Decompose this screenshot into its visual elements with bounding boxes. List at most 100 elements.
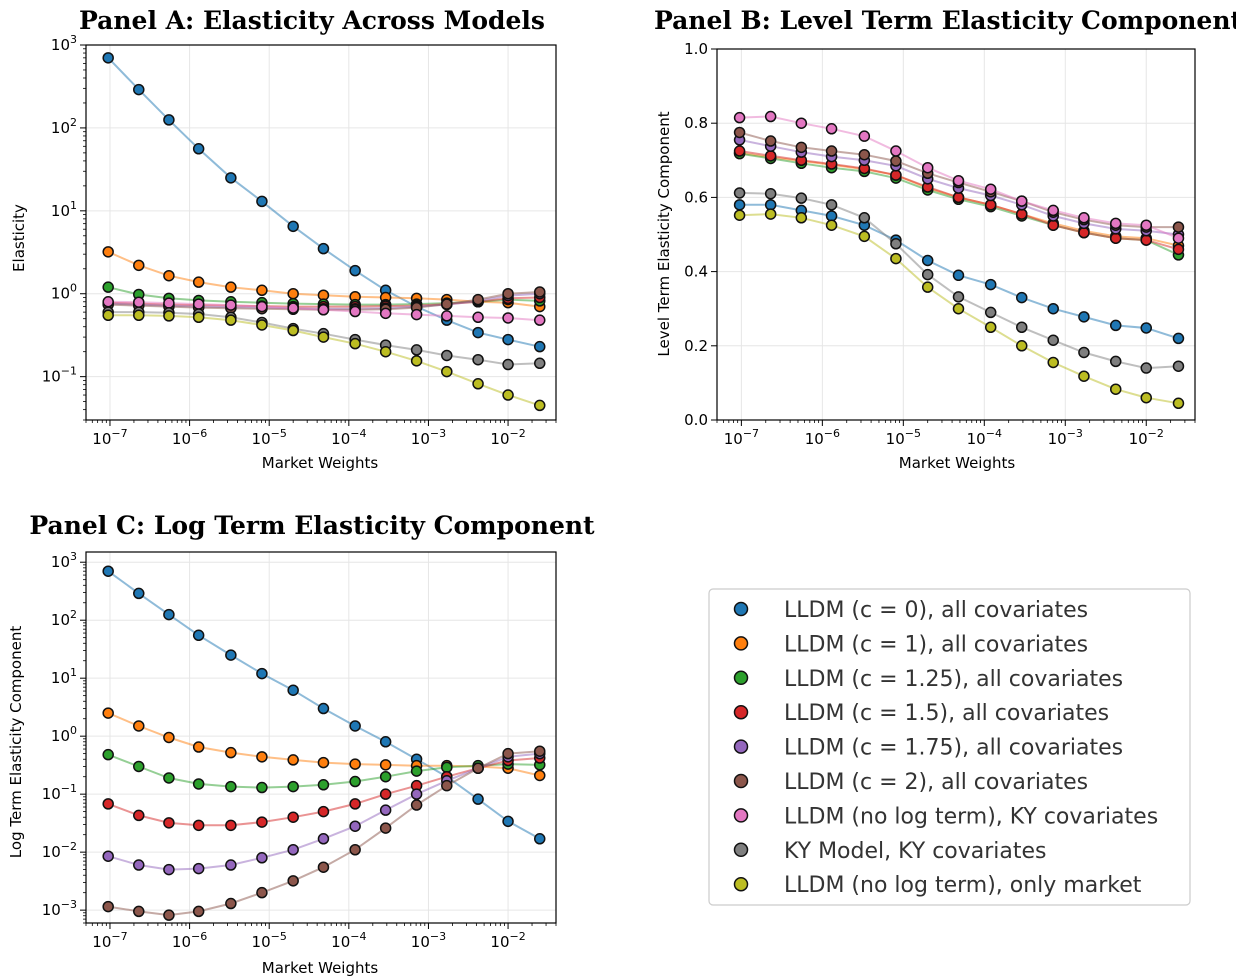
data-point [825,210,838,222]
legend-label: LLDM (c = 1), all covariates [784,632,1088,657]
data-point [102,798,114,810]
data-point [192,629,205,642]
data-point [225,897,237,910]
data-point [133,720,145,732]
plot-frame [85,44,557,421]
data-point [764,199,777,211]
data-point [317,242,330,255]
data-point [225,314,237,326]
data-point [858,212,871,224]
data-point [1015,321,1028,333]
y-tick-label: 103 [51,550,77,571]
data-point [317,756,330,769]
data-point [472,353,484,366]
data-point [287,811,299,823]
data-point [349,758,361,770]
data-point [890,238,902,250]
data-point [441,298,453,310]
data-point [1109,319,1122,332]
data-point [192,862,205,875]
data-point [192,778,205,790]
data-point [825,123,838,135]
y-tick-label: 103 [51,33,77,54]
y-tick-label: 10−3 [42,898,77,919]
data-point [163,772,175,784]
y-tick-label: 1.0 [684,40,708,58]
data-point [1140,391,1152,404]
data-point [472,311,484,324]
x-tick-label: 10−6 [172,930,207,951]
data-point [133,83,145,96]
legend-entry: LLDM (c = 0), all covariates [733,598,1088,623]
x-tick-label: 10−6 [172,427,207,448]
data-point [1015,340,1028,352]
legend-entry: LLDM (c = 1), all covariates [733,632,1088,657]
data-point [764,135,777,147]
data-point [1172,397,1185,410]
grid [717,48,1195,421]
data-point [502,747,514,760]
data-point [410,765,423,777]
data-point [1078,226,1090,239]
x-tick-label: 10−4 [331,427,366,448]
series [733,145,1185,256]
y-tick-label: 101 [51,199,77,220]
data-point [287,287,299,300]
data-point [952,191,965,204]
data-point [533,357,546,370]
data-point [102,52,114,64]
y-tick-label: 0.6 [684,188,708,206]
data-point [192,143,205,155]
data-point [102,850,114,862]
data-point [163,114,175,126]
data-point [825,219,838,231]
data-point [1047,302,1059,315]
data-point [163,909,175,921]
data-point [349,798,361,810]
x-tick-label: 10−3 [411,427,446,448]
legend-entry: LLDM (no log term), only market [733,873,1142,898]
data-point [256,667,268,680]
data-point [317,331,330,343]
plot-frame [85,551,557,924]
legend-label: LLDM (c = 1.25), all covariates [784,667,1123,692]
legend-label: LLDM (no log term), only market [784,873,1142,898]
data-point [533,286,546,298]
data-point [502,287,514,300]
data-point [163,269,175,282]
data-point [1172,243,1185,256]
data-point [349,843,361,856]
data-point [287,875,299,887]
data-point [256,886,268,899]
x-tick-label: 10−7 [92,930,127,951]
data-point [102,296,114,308]
data-point [410,799,423,811]
series [733,199,1185,345]
data-point [441,761,453,774]
y-tick-label: 10−1 [42,365,77,386]
x-tick-label: 10−7 [724,427,759,448]
data-point [533,833,546,845]
legend-marker [733,739,749,754]
data-point [1015,291,1028,304]
grid [86,552,556,923]
data-point [317,805,330,818]
data-point [192,905,205,918]
data-point [410,344,423,356]
y-tick-label: 10−1 [42,782,77,803]
data-point [733,111,746,124]
data-point [825,145,838,157]
data-point [795,141,808,154]
x-tick-label: 10−4 [967,427,1002,448]
data-point [379,307,392,320]
data-point [533,340,546,353]
data-point [1015,195,1028,207]
data-point [921,281,934,293]
data-point [317,702,330,715]
data-point [349,305,361,318]
data-point [379,345,392,358]
legend-entry: LLDM (c = 1.5), all covariates [733,701,1109,726]
data-point [102,900,114,913]
data-point [890,145,902,157]
